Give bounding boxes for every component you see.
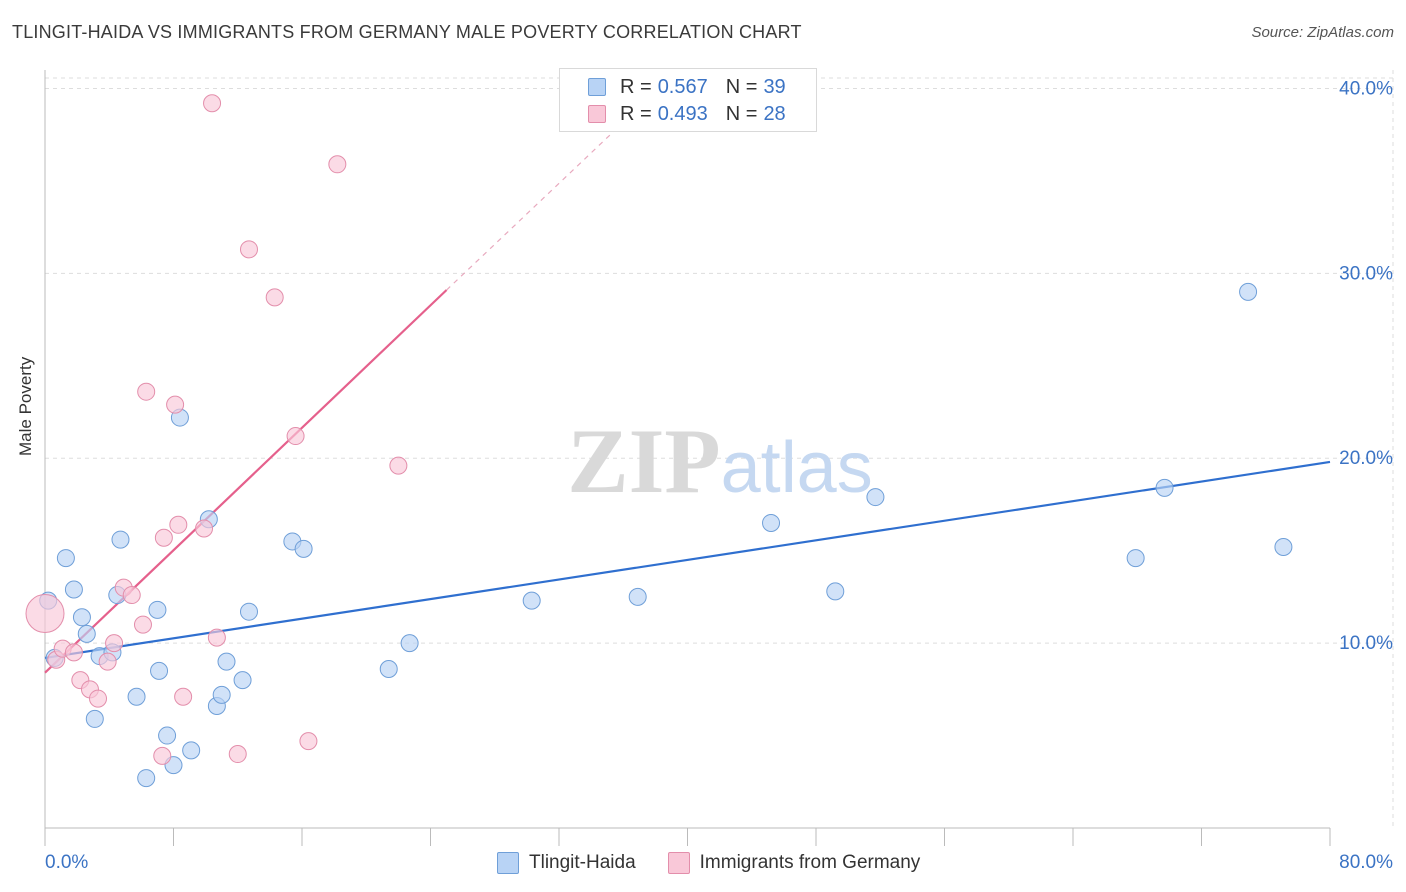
tlingit-haida-point [628,587,647,606]
germany-point [25,594,65,634]
germany-point [98,652,117,671]
tlingit-haida-point [56,549,75,568]
tlingit-haida-point [77,624,96,643]
tlingit-haida-point [148,600,167,619]
tlingit-haida-point [127,687,146,706]
germany-point [195,519,214,538]
tlingit-haida-point [1274,537,1293,556]
tlingit-haida-point [150,661,169,680]
germany-point [122,586,141,605]
y-tick-label: 30.0% [1339,263,1393,284]
tlingit-haida-point [233,671,252,690]
germany-point [203,94,222,113]
watermark: ZIPatlas [567,410,872,512]
legend-swatch-blue [588,78,606,96]
legend-r-value: 0.493 [657,102,708,125]
germany-point [89,689,108,708]
legend-row-germany: R = 0.493 N = 28 [588,102,786,126]
tlingit-haida-point [72,608,91,627]
watermark-zip: ZIP [567,410,720,512]
germany-trend-line [44,289,448,674]
legend-r-label: R = [620,102,652,125]
legend-row-tlingit: R = 0.567 N = 39 [588,75,786,99]
y-tick-label: 20.0% [1339,448,1393,469]
tlingit-haida-point [379,660,398,679]
germany-point [154,528,173,547]
correlation-legend: R = 0.567 N = 39 R = 0.493 N = 28 [559,68,817,132]
germany-point [133,615,152,634]
chart-title: TLINGIT-HAIDA VS IMMIGRANTS FROM GERMANY… [12,22,802,42]
germany-point [64,643,83,662]
tlingit-haida-point [826,582,845,601]
germany-point [286,427,305,446]
series-legend-item-tlingit[interactable]: Tlingit-Haida [497,852,636,874]
tlingit-haida-point [1239,282,1258,301]
tlingit-haida-point [137,769,156,788]
germany-point [207,628,226,647]
watermark-atlas: atlas [721,428,873,508]
tlingit-haida-point [400,634,419,653]
legend-n-value: 39 [763,75,786,98]
x-tick-label: 0.0% [45,852,88,873]
legend-n-value: 28 [763,102,786,125]
germany-point [239,240,258,259]
series-name: Immigrants from Germany [699,852,921,873]
tlingit-haida-point [111,530,130,549]
series-name: Tlingit-Haida [529,852,636,873]
tlingit-haida-point [866,488,885,507]
germany-point [169,515,188,534]
tlingit-haida-point [217,652,236,671]
data-points [25,94,1293,788]
x-tick-label: 80.0% [1339,852,1393,873]
germany-point [299,732,318,751]
legend-r-value: 0.567 [657,75,708,98]
germany-point [166,395,185,414]
tlingit-haida-point [522,591,541,610]
trend-lines [44,99,1331,674]
series-legend: Tlingit-Haida Immigrants from Germany [497,852,952,874]
tlingit-haida-point [85,709,104,728]
tlingit-haida-point [294,539,313,558]
tlingit-haida-point [762,513,781,532]
legend-r-label: R = [620,75,652,98]
series-swatch-blue [497,852,519,874]
germany-point [137,382,156,401]
tlingit-haida-point [239,602,258,621]
germany-point [328,155,347,174]
tlingit-haida-point [212,685,231,704]
tlingit-haida-point [182,741,201,760]
series-legend-item-germany[interactable]: Immigrants from Germany [667,852,921,874]
germany-point [265,288,284,307]
legend-n-label: N = [725,75,758,98]
y-tick-label: 40.0% [1339,78,1393,99]
legend-n-label: N = [725,102,758,125]
source-label: Source: ZipAtlas.com [1251,24,1394,41]
germany-point [389,456,408,475]
tlingit-haida-trend-line [44,460,1331,659]
germany-point [228,745,247,764]
y-tick-label: 10.0% [1339,633,1393,654]
tlingit-haida-point [64,580,83,599]
tlingit-haida-point [158,726,177,745]
axes [44,70,1331,846]
tlingit-haida-point [1155,478,1174,497]
germany-point [174,687,193,706]
germany-point [105,634,124,653]
series-swatch-pink [667,852,690,874]
tlingit-haida-point [1126,549,1145,568]
tick-labels: 10.0% 20.0% 30.0% 40.0% 0.0% 80.0% [45,78,1393,873]
legend-swatch-pink [588,105,606,123]
germany-point [153,746,172,765]
